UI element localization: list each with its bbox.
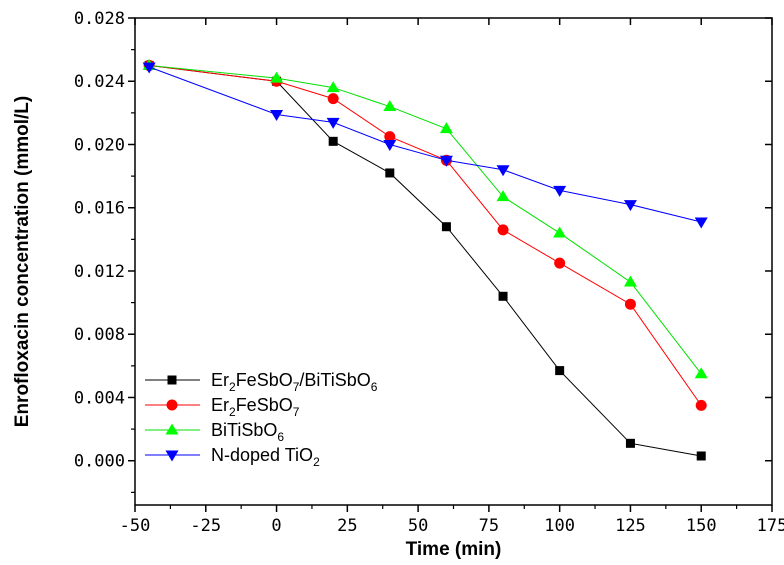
series-line: [149, 64, 702, 406]
y-tick-label: 0.000: [74, 452, 125, 472]
y-tick-label: 0.016: [74, 199, 125, 219]
legend-marker: [166, 399, 178, 411]
x-tick-label: 175: [757, 516, 784, 536]
series-2: [142, 58, 708, 379]
data-point: [497, 224, 509, 236]
legend-label: Er2​FeSbO7​: [211, 395, 300, 419]
series-3: [142, 62, 708, 229]
series-line: [149, 64, 702, 457]
series-line: [148, 66, 702, 223]
x-tick-label: 125: [615, 516, 646, 536]
series-1: [143, 59, 707, 411]
data-point: [385, 168, 395, 178]
data-point: [439, 122, 453, 134]
data-point: [553, 226, 567, 238]
y-tick-label: 0.028: [74, 9, 125, 29]
legend-marker: [165, 423, 179, 435]
legend-label: Er2​FeSbO7​/BiTiSbO6​: [211, 370, 378, 394]
series-line: [149, 64, 702, 375]
data-point: [496, 165, 510, 177]
data-point: [555, 366, 565, 376]
x-tick-label: 0: [271, 516, 281, 536]
data-point: [270, 71, 284, 83]
legend-label: N-doped TiO2​: [211, 445, 320, 469]
data-point: [694, 217, 708, 229]
data-point: [554, 257, 566, 269]
x-tick-label: 25: [337, 516, 357, 536]
data-point: [328, 136, 338, 146]
x-tick-label: 75: [479, 516, 499, 536]
x-tick-label: 50: [408, 516, 428, 536]
x-tick-label: 150: [686, 516, 717, 536]
legend-marker: [167, 375, 177, 385]
y-axis-title: Enrofloxacin concentration (mmol/L): [12, 96, 33, 427]
data-point: [383, 139, 397, 151]
y-tick-label: 0.008: [74, 325, 125, 345]
data-point: [383, 100, 397, 112]
data-point: [327, 93, 339, 105]
data-point: [441, 222, 451, 232]
y-tick-label: 0.020: [74, 135, 125, 155]
x-tick-label: 100: [544, 516, 575, 536]
data-point: [553, 185, 567, 197]
data-point: [696, 451, 706, 461]
data-point: [439, 155, 453, 167]
plot-area: [142, 58, 708, 461]
data-point: [694, 367, 708, 379]
data-point: [498, 291, 508, 301]
data-point: [496, 190, 510, 202]
legend-marker: [165, 450, 179, 462]
legend-label: BiTiSbO6​: [211, 420, 284, 444]
x-tick-label: -25: [190, 516, 221, 536]
legend-entry: N-doped TiO2​: [145, 445, 320, 469]
legend-entry: Er2​FeSbO7​: [145, 395, 300, 419]
data-point: [326, 117, 340, 129]
legend: Er2​FeSbO7​/BiTiSbO6​Er2​FeSbO7​BiTiSbO6…: [145, 370, 378, 469]
x-tick-label: -50: [120, 516, 151, 536]
axes: -50 -25 0 25 50 75 100 125 150 175 0.000 0.004 0.008…: [74, 9, 784, 536]
x-axis-title: Time (min): [406, 539, 502, 560]
y-tick-label: 0.004: [74, 388, 125, 408]
data-point: [142, 62, 156, 74]
data-point: [270, 109, 284, 121]
data-point: [623, 200, 637, 212]
data-point: [623, 275, 637, 287]
legend-entry: Er2​FeSbO7​/BiTiSbO6​: [145, 370, 378, 394]
data-point: [625, 438, 635, 448]
y-tick-label: 0.012: [74, 262, 125, 282]
data-point: [384, 131, 396, 143]
y-tick-label: 0.024: [74, 72, 125, 92]
data-point: [695, 399, 707, 411]
data-point: [624, 298, 636, 310]
legend-entry: BiTiSbO6​: [145, 420, 284, 444]
data-point: [326, 81, 340, 93]
